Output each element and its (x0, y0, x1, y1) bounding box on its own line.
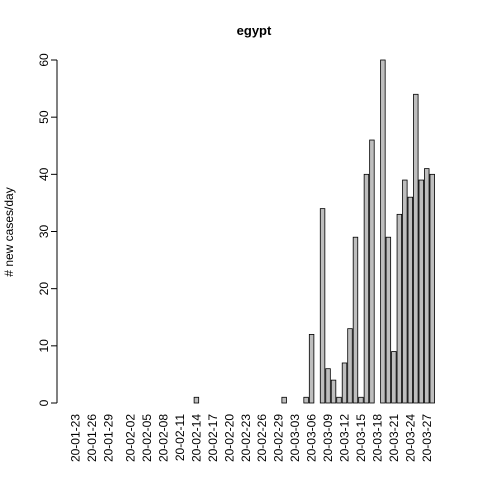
chart-title: egypt (237, 23, 272, 38)
bar: 20-03-28: 40 (429, 173, 435, 404)
bar: 20-03-09: 6 (325, 368, 331, 404)
x-tick-label: 20-02-11 (173, 414, 187, 461)
y-axis-label: # new cases/day (2, 187, 16, 276)
y-axis: 0 10 20 30 40 50 60 (37, 53, 58, 406)
bar: 20-03-27: 41 (424, 168, 430, 404)
bar: 20-03-14: 29 (352, 236, 359, 404)
x-tick-label: 20-03-12 (338, 414, 352, 462)
bar: 20-02-14: 1 (193, 396, 200, 404)
x-tick-label: 20-02-26 (255, 414, 269, 462)
x-tick-label: 20-02-05 (140, 414, 154, 462)
x-tick-label: 20-01-29 (102, 414, 116, 462)
bar: 20-03-13: 13 (347, 328, 353, 404)
x-tick-label: 20-03-03 (288, 414, 302, 462)
x-tick-label: 20-03-21 (387, 414, 401, 462)
bar: 20-03-22: 33 (396, 213, 403, 404)
bar: 20-03-26: 39 (418, 179, 424, 404)
bar: 20-03-15: 1 (358, 396, 364, 404)
bar: 20-03-17: 46 (369, 139, 375, 404)
bar: 20-03-20: 29 (385, 236, 392, 404)
x-tick-label: 20-02-17 (206, 414, 220, 462)
y-tick-label: 10 (37, 339, 51, 353)
bars: 20-01-23: 020-01-24: 020-01-25: 020-01-2… (193, 59, 435, 404)
bar: 20-03-12: 7 (341, 362, 348, 404)
bar: 20-03-21: 9 (391, 351, 397, 404)
bar: 20-03-16: 40 (363, 173, 370, 404)
x-tick-label: 20-03-09 (321, 414, 335, 462)
x-tick-label: 20-02-14 (189, 414, 203, 462)
bar: 20-03-05: 1 (303, 396, 309, 404)
bar: 20-03-06: 12 (308, 333, 315, 404)
x-tick-label: 20-02-29 (272, 414, 286, 462)
x-tick-label: 20-02-23 (239, 414, 253, 462)
x-tick-label: 20-01-23 (69, 414, 83, 462)
bar: 20-03-08: 34 (319, 208, 326, 404)
x-tick-label: 20-03-18 (370, 414, 384, 462)
x-tick-label: 20-02-20 (222, 414, 236, 462)
bar: 20-03-19: 60 (380, 59, 386, 404)
x-tick-label: 20-03-24 (403, 414, 417, 462)
x-tick-label: 20-03-27 (420, 414, 434, 462)
x-tick-label: 20-02-02 (124, 414, 138, 462)
bar: 20-03-23: 39 (402, 179, 408, 404)
x-tick-label: 20-03-06 (305, 414, 319, 462)
y-tick-label: 50 (37, 110, 51, 124)
y-tick-label: 0 (37, 399, 51, 406)
x-tick-label: 20-02-08 (157, 414, 171, 462)
x-axis: 20-01-23 20-01-26 20-01-29 20-02-02 20-02-05… (69, 414, 434, 462)
y-tick-label: 30 (37, 225, 51, 239)
x-tick-label: 20-03-15 (354, 414, 368, 462)
y-tick-label: 40 (37, 167, 51, 181)
bar: 20-03-24: 36 (407, 196, 413, 404)
y-tick-label: 60 (37, 53, 51, 67)
y-tick-label: 20 (37, 282, 51, 296)
bar: 20-03-25: 54 (413, 93, 419, 404)
bar: 20-03-11: 1 (336, 396, 342, 404)
bar: 20-03-01: 1 (281, 396, 287, 404)
bar: 20-03-10: 4 (330, 379, 337, 404)
x-tick-label: 20-01-26 (85, 414, 99, 462)
